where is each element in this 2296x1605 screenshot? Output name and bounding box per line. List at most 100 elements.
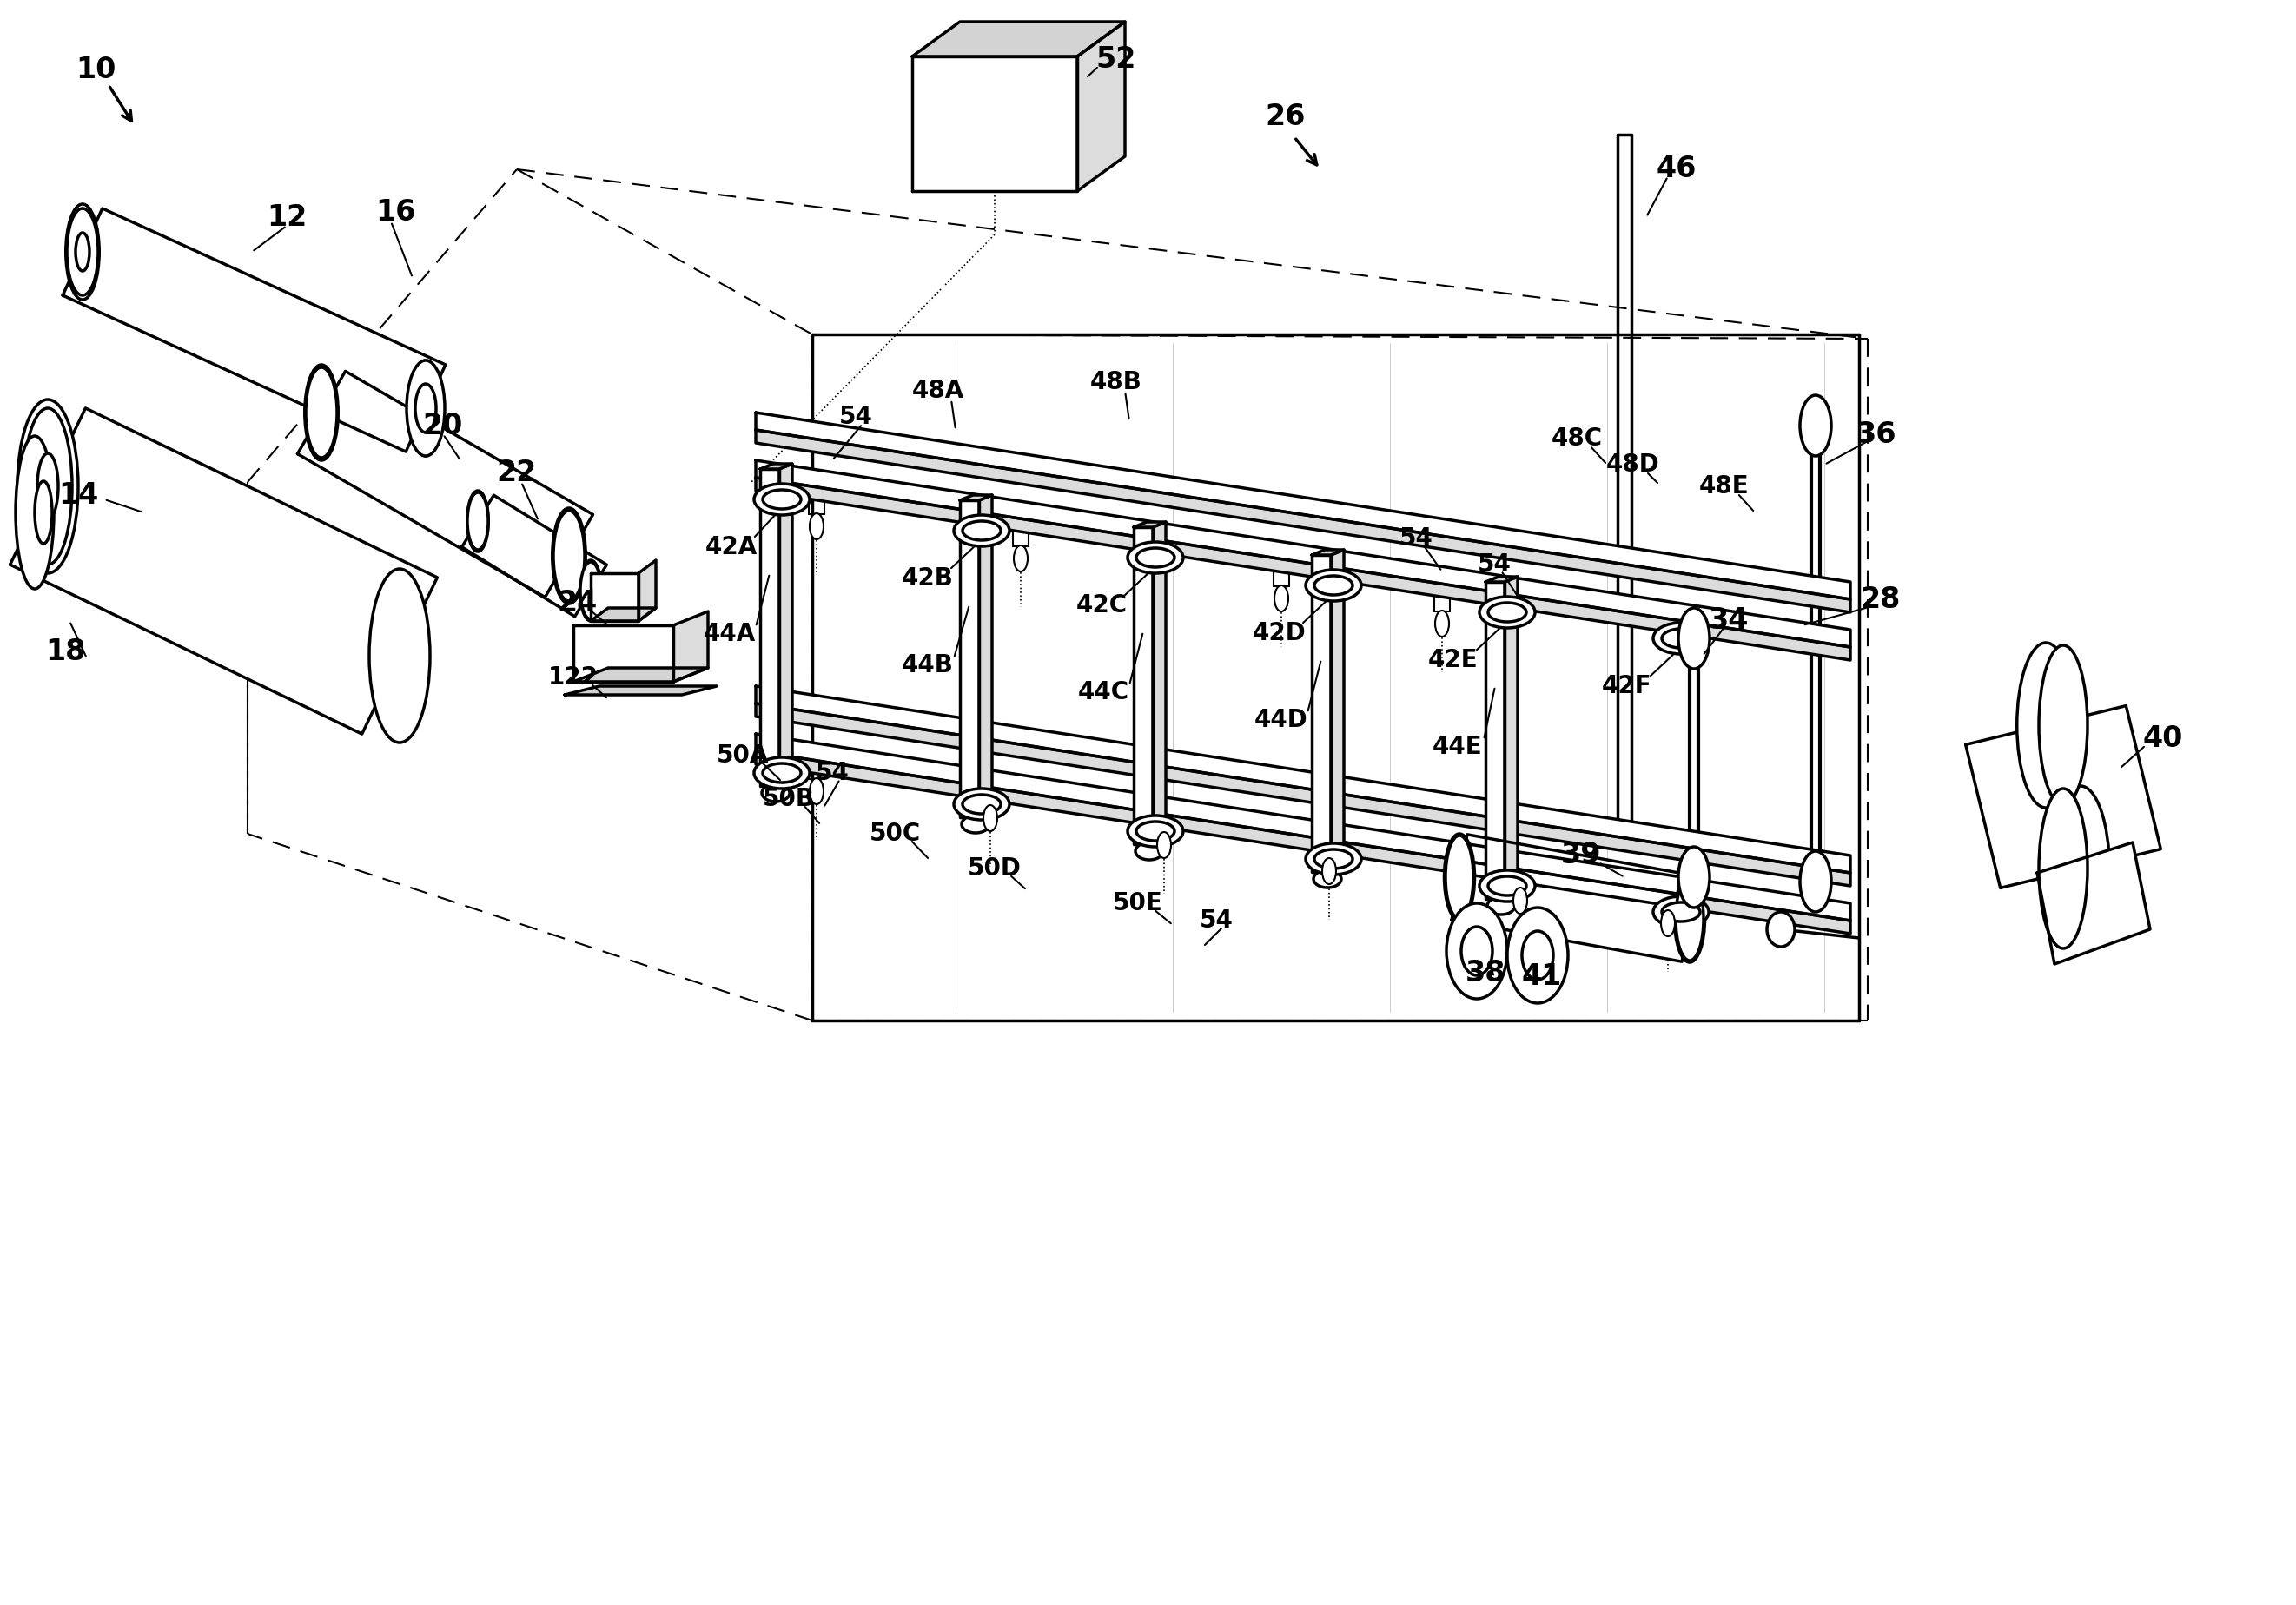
Text: 16: 16	[374, 199, 416, 228]
Polygon shape	[1504, 576, 1518, 899]
Text: 50C: 50C	[868, 822, 921, 846]
Text: 44A: 44A	[703, 621, 755, 647]
Ellipse shape	[1306, 843, 1362, 875]
Ellipse shape	[762, 764, 801, 783]
Polygon shape	[978, 494, 992, 817]
Text: 44E: 44E	[1433, 735, 1483, 759]
Ellipse shape	[962, 522, 1001, 541]
Ellipse shape	[1488, 603, 1527, 621]
Text: 48B: 48B	[1091, 371, 1143, 395]
Ellipse shape	[37, 453, 57, 520]
Polygon shape	[638, 560, 657, 621]
Ellipse shape	[1444, 833, 1474, 921]
Polygon shape	[960, 494, 992, 501]
Ellipse shape	[1015, 546, 1029, 571]
Ellipse shape	[416, 384, 436, 432]
Polygon shape	[1311, 555, 1332, 872]
Polygon shape	[298, 371, 592, 597]
Ellipse shape	[67, 209, 99, 295]
Ellipse shape	[1653, 896, 1708, 928]
Ellipse shape	[1676, 878, 1704, 960]
Polygon shape	[590, 608, 657, 621]
Text: 22: 22	[496, 459, 537, 488]
Text: 40: 40	[2142, 724, 2183, 753]
Ellipse shape	[1768, 912, 1795, 947]
Ellipse shape	[962, 794, 1001, 814]
Ellipse shape	[553, 510, 585, 600]
Ellipse shape	[2039, 645, 2087, 806]
Text: 42D: 42D	[1254, 621, 1306, 645]
Polygon shape	[1965, 706, 2161, 888]
Polygon shape	[755, 751, 1851, 934]
Text: 39: 39	[1561, 841, 1600, 870]
Ellipse shape	[1488, 876, 1527, 896]
Polygon shape	[755, 733, 1851, 921]
Text: 24: 24	[558, 589, 597, 618]
Polygon shape	[912, 22, 1125, 56]
Ellipse shape	[16, 437, 53, 589]
Ellipse shape	[1513, 888, 1527, 913]
Ellipse shape	[1479, 597, 1536, 628]
Ellipse shape	[581, 560, 602, 621]
Ellipse shape	[2039, 788, 2087, 949]
Ellipse shape	[18, 400, 78, 573]
Polygon shape	[673, 612, 707, 682]
Ellipse shape	[1479, 870, 1536, 902]
Polygon shape	[574, 668, 707, 682]
Ellipse shape	[1674, 875, 1706, 963]
Ellipse shape	[406, 361, 445, 456]
Polygon shape	[62, 209, 445, 451]
Ellipse shape	[370, 568, 429, 743]
Polygon shape	[461, 496, 606, 616]
Ellipse shape	[305, 364, 338, 461]
Text: 12: 12	[266, 202, 308, 231]
Polygon shape	[565, 685, 716, 695]
Text: 50B: 50B	[762, 786, 815, 811]
Ellipse shape	[1137, 843, 1164, 860]
Ellipse shape	[1137, 547, 1176, 567]
Text: 54: 54	[1398, 526, 1433, 551]
Text: 41: 41	[1522, 963, 1561, 992]
Text: 48C: 48C	[1552, 427, 1603, 451]
Text: 26: 26	[1265, 103, 1306, 132]
Polygon shape	[960, 501, 978, 817]
Polygon shape	[1451, 835, 1697, 961]
Text: 42B: 42B	[902, 567, 953, 591]
Ellipse shape	[953, 788, 1010, 820]
Text: 42A: 42A	[705, 534, 758, 559]
Ellipse shape	[1313, 849, 1352, 868]
Text: 48E: 48E	[1699, 473, 1750, 499]
Ellipse shape	[466, 491, 489, 552]
Ellipse shape	[1157, 831, 1171, 859]
Text: 46: 46	[1655, 156, 1697, 183]
Text: 36: 36	[1855, 421, 1896, 448]
Text: 122: 122	[549, 666, 599, 690]
Polygon shape	[1153, 522, 1166, 844]
Ellipse shape	[581, 562, 602, 620]
Ellipse shape	[1662, 629, 1699, 648]
Ellipse shape	[1678, 608, 1711, 669]
Ellipse shape	[1127, 542, 1182, 573]
Ellipse shape	[305, 368, 338, 457]
Ellipse shape	[76, 233, 90, 271]
Ellipse shape	[983, 806, 996, 831]
Text: 54: 54	[1476, 552, 1511, 576]
Ellipse shape	[2016, 642, 2076, 807]
Ellipse shape	[1662, 902, 1699, 921]
Ellipse shape	[1800, 395, 1832, 456]
Polygon shape	[912, 56, 1077, 191]
Ellipse shape	[1322, 859, 1336, 884]
Text: 20: 20	[422, 411, 464, 440]
Ellipse shape	[1435, 610, 1449, 637]
Ellipse shape	[953, 515, 1010, 546]
Ellipse shape	[23, 408, 71, 565]
Polygon shape	[755, 412, 1851, 599]
Polygon shape	[760, 464, 792, 469]
Ellipse shape	[1306, 570, 1362, 600]
Ellipse shape	[762, 785, 790, 801]
Text: 50A: 50A	[716, 743, 769, 767]
Text: 28: 28	[1860, 584, 1901, 613]
Text: 54: 54	[815, 761, 850, 785]
Ellipse shape	[1274, 586, 1288, 612]
Ellipse shape	[753, 483, 810, 515]
